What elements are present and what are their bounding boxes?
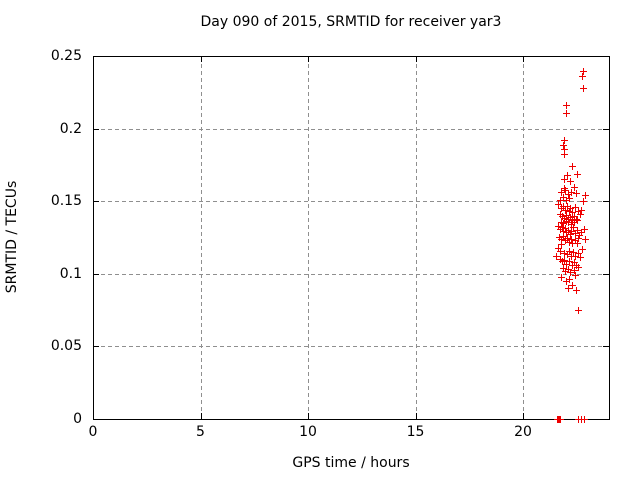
y-tick-label: 0 <box>73 411 82 427</box>
y-tick-label: 0.25 <box>50 48 82 64</box>
chart-title: Day 090 of 2015, SRMTID for receiver yar… <box>200 14 502 30</box>
y-tick-label: 0.15 <box>50 193 82 210</box>
y-axis-label: SRMTID / TECUs <box>4 180 20 294</box>
x-tick-label: 15 <box>406 424 425 440</box>
x-axis-label: GPS time / hours <box>292 455 410 471</box>
x-tick-label: 5 <box>196 424 205 440</box>
y-tick-label: 0.2 <box>59 120 82 137</box>
y-tick-label: 0.1 <box>59 265 82 282</box>
plot-border <box>93 56 610 420</box>
x-tick-label: 10 <box>299 424 317 440</box>
scatter-series-SRMTID <box>553 68 589 423</box>
y-tick-label: 0.05 <box>50 338 82 355</box>
x-tick-label: 0 <box>88 424 98 440</box>
x-tick-label: 20 <box>514 424 532 440</box>
